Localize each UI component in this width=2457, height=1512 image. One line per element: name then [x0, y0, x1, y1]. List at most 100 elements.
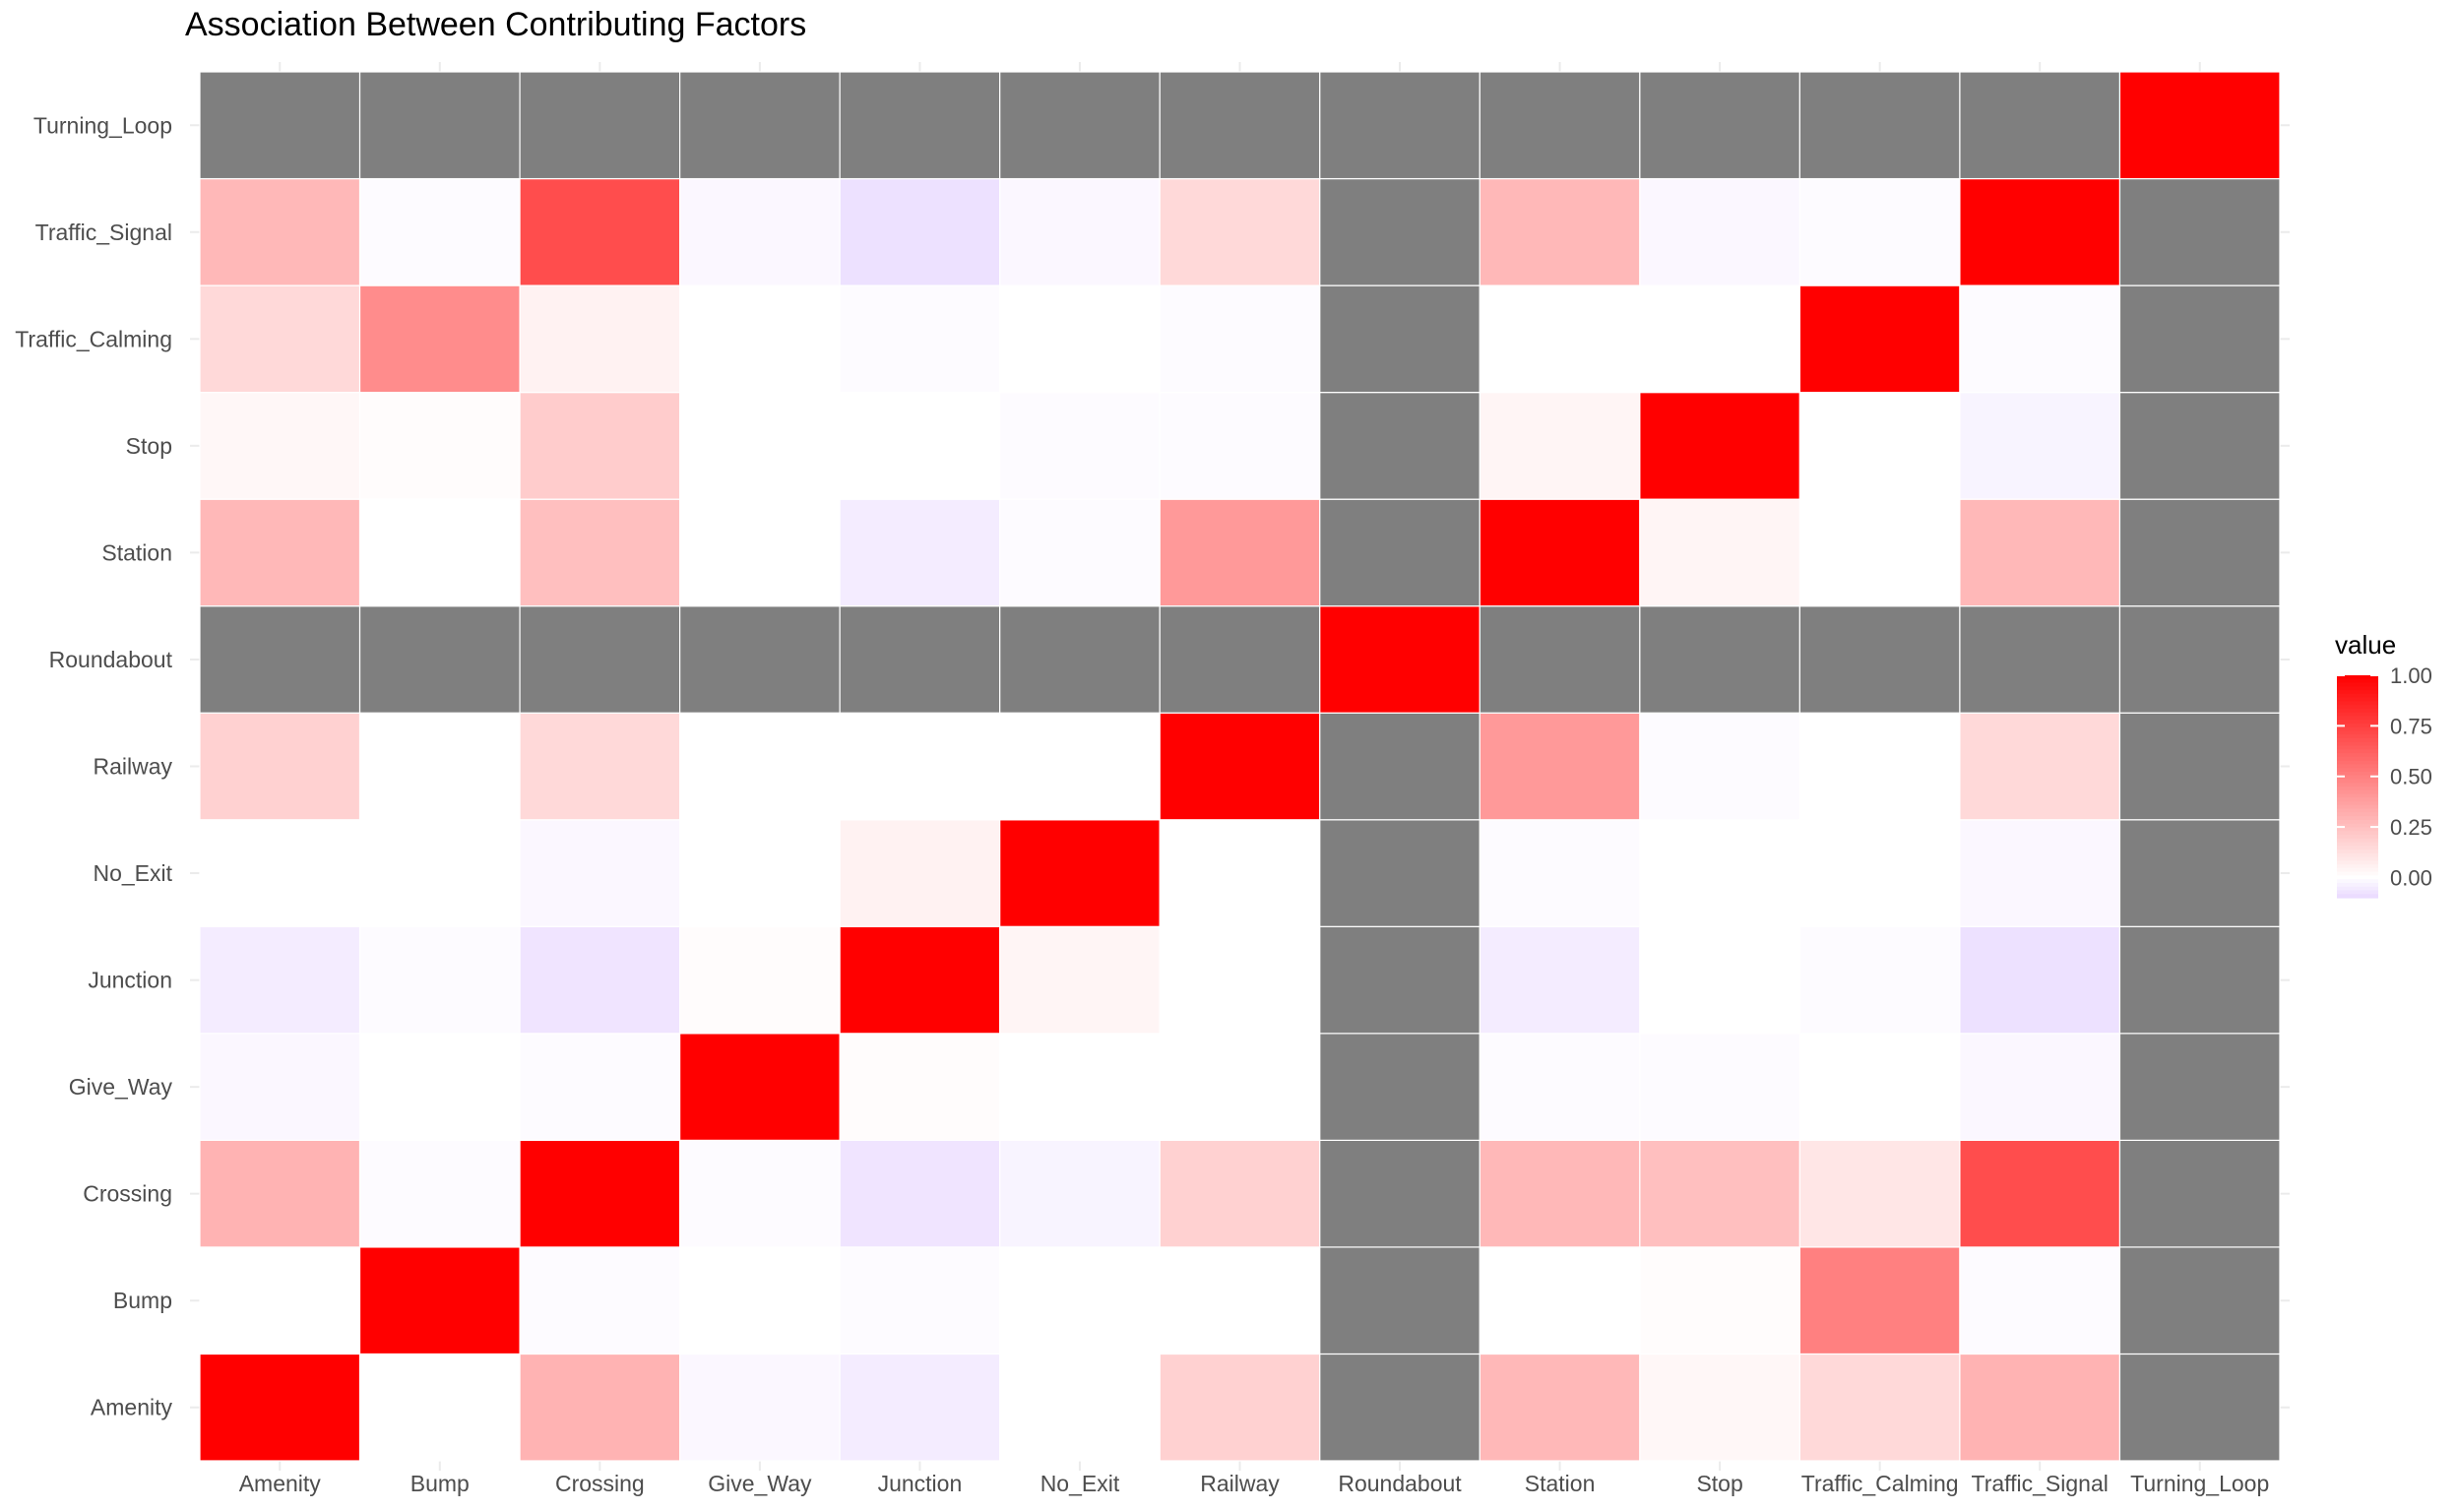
x-tick-label: Traffic_Calming [1801, 1471, 1959, 1496]
heatmap-cell-Turning_Loop-No_Exit [999, 71, 1161, 180]
legend-gradient-step [2337, 789, 2378, 795]
y-tick-label: Crossing [83, 1181, 172, 1207]
heatmap-cell-Traffic_Calming-Bump [358, 284, 521, 394]
legend-gradient-step [2337, 823, 2378, 829]
heatmap-cell-Station-Bump [358, 498, 521, 607]
legend-gradient-step [2337, 816, 2378, 821]
y-tick-label: Traffic_Signal [35, 220, 172, 245]
heatmap-tiles [199, 71, 2281, 1462]
heatmap-cell-Roundabout-Stop [1639, 605, 1800, 714]
heatmap-cell-Turning_Loop-Bump [358, 71, 521, 180]
heatmap-cell-Amenity-Give_Way [679, 1353, 841, 1462]
heatmap-cell-Traffic_Calming-Crossing [519, 284, 681, 394]
y-tick-label: Railway [93, 754, 172, 780]
y-tick-label: Station [101, 539, 172, 565]
legend-gradient-step [2337, 734, 2378, 739]
heatmap-cell-Crossing-No_Exit [999, 1139, 1161, 1248]
heatmap-cell-Railway-Stop [1639, 712, 1800, 821]
legend-gradient-step [2337, 697, 2378, 702]
heatmap-cell-Crossing-Amenity [199, 1139, 361, 1248]
heatmap-cell-Turning_Loop-Amenity [199, 71, 361, 180]
heatmap-cell-Turning_Loop-Give_Way [679, 71, 841, 180]
legend-gradient-step [2337, 846, 2378, 850]
heatmap-cell-Station-Amenity [199, 498, 361, 607]
heatmap-cell-Turning_Loop-Traffic_Calming [1798, 71, 1961, 180]
legend-gradient-step [2337, 871, 2378, 876]
legend-gradient-step [2337, 894, 2378, 899]
heatmap-cell-No_Exit-Station [1479, 819, 1641, 927]
heatmap-cell-Amenity-Traffic_Signal [1959, 1353, 2121, 1462]
y-tick-label: Bump [113, 1288, 172, 1313]
heatmap-cell-Amenity-No_Exit [999, 1353, 1161, 1462]
heatmap-cell-Traffic_Signal-Roundabout [1319, 177, 1480, 286]
heatmap-cell-Amenity-Bump [358, 1353, 521, 1462]
x-tick-label: Traffic_Signal [1972, 1471, 2109, 1496]
x-tick-label: Railway [1200, 1471, 1280, 1496]
legend-gradient-step [2337, 726, 2378, 732]
legend-gradient-step [2337, 882, 2378, 888]
legend-gradient-step [2337, 749, 2378, 754]
heatmap-cell-Railway-Crossing [519, 712, 681, 821]
heatmap-cell-Give_Way-Bump [358, 1033, 521, 1141]
heatmap-cell-Traffic_Signal-Traffic_Calming [1798, 177, 1961, 286]
heatmap-cell-Junction-Bump [358, 925, 521, 1035]
legend-gradient-step [2337, 756, 2378, 762]
legend-gradient-step [2337, 864, 2378, 869]
y-tick-label: Stop [126, 433, 172, 459]
x-tick-label: Station [1525, 1471, 1596, 1496]
heatmap-cell-Roundabout-Railway [1159, 605, 1321, 714]
legend-gradient-step [2337, 723, 2378, 728]
heatmap-cell-Crossing-Turning_Loop [2118, 1139, 2281, 1248]
heatmap-cell-Traffic_Signal-Crossing [519, 177, 681, 286]
legend-tick-label: 0.25 [2390, 815, 2432, 840]
legend-gradient-step [2337, 764, 2378, 769]
x-tick-label: No_Exit [1040, 1471, 1120, 1496]
legend-gradient-step [2337, 768, 2378, 773]
heatmap-cell-No_Exit-Turning_Loop [2118, 819, 2281, 927]
heatmap-cell-Amenity-Station [1479, 1353, 1641, 1462]
heatmap-cell-Bump-Amenity [199, 1246, 361, 1355]
heatmap-cell-Traffic_Calming-Station [1479, 284, 1641, 394]
heatmap-cell-Station-Railway [1159, 498, 1321, 607]
heatmap-cell-Bump-Roundabout [1319, 1246, 1480, 1355]
heatmap-cell-Traffic_Calming-Railway [1159, 284, 1321, 394]
legend-gradient-step [2337, 690, 2378, 695]
heatmap-cell-Junction-Crossing [519, 925, 681, 1035]
y-tick-label: Turning_Loop [33, 112, 172, 138]
heatmap-cell-Amenity-Crossing [519, 1353, 681, 1462]
heatmap-cell-No_Exit-Give_Way [679, 819, 841, 927]
legend-gradient-step [2337, 682, 2378, 687]
legend-gradient-step [2337, 678, 2378, 684]
heatmap-cell-Roundabout-Roundabout [1319, 605, 1480, 714]
heatmap-cell-Stop-Crossing [519, 392, 681, 500]
heatmap-cell-Station-Stop [1639, 498, 1800, 607]
chart-title: Association Between Contributing Factors [185, 6, 807, 43]
heatmap-cell-Give_Way-Give_Way [679, 1033, 841, 1141]
heatmap-cell-Roundabout-Traffic_Calming [1798, 605, 1961, 714]
legend-gradient-step [2337, 741, 2378, 747]
heatmap-cell-Traffic_Signal-Turning_Loop [2118, 177, 2281, 286]
legend-gradient-step [2337, 801, 2378, 806]
heatmap-cell-Traffic_Signal-Station [1479, 177, 1641, 286]
heatmap-cell-Give_Way-Turning_Loop [2118, 1033, 2281, 1141]
heatmap-cell-Traffic_Signal-Junction [839, 177, 1001, 286]
heatmap-cell-No_Exit-Stop [1639, 819, 1800, 927]
heatmap-cell-Traffic_Signal-Give_Way [679, 177, 841, 286]
legend-gradient-step [2337, 834, 2378, 840]
heatmap-cell-Bump-Bump [358, 1246, 521, 1355]
legend-gradient-step [2337, 804, 2378, 810]
legend-title: value [2335, 630, 2397, 660]
y-tick-label: Roundabout [49, 647, 173, 672]
heatmap-cell-Bump-Stop [1639, 1246, 1800, 1355]
legend-gradient-step [2337, 738, 2378, 743]
heatmap-cell-Station-Station [1479, 498, 1641, 607]
heatmap-cell-Amenity-Railway [1159, 1353, 1321, 1462]
heatmap-cell-Bump-Junction [839, 1246, 1001, 1355]
heatmap-cell-Turning_Loop-Roundabout [1319, 71, 1480, 180]
heatmap-cell-Crossing-Traffic_Signal [1959, 1139, 2121, 1248]
heatmap-cell-Station-No_Exit [999, 498, 1161, 607]
heatmap-cell-Stop-Stop [1639, 392, 1800, 500]
heatmap-cell-Turning_Loop-Junction [839, 71, 1001, 180]
legend-gradient-step [2337, 686, 2378, 691]
